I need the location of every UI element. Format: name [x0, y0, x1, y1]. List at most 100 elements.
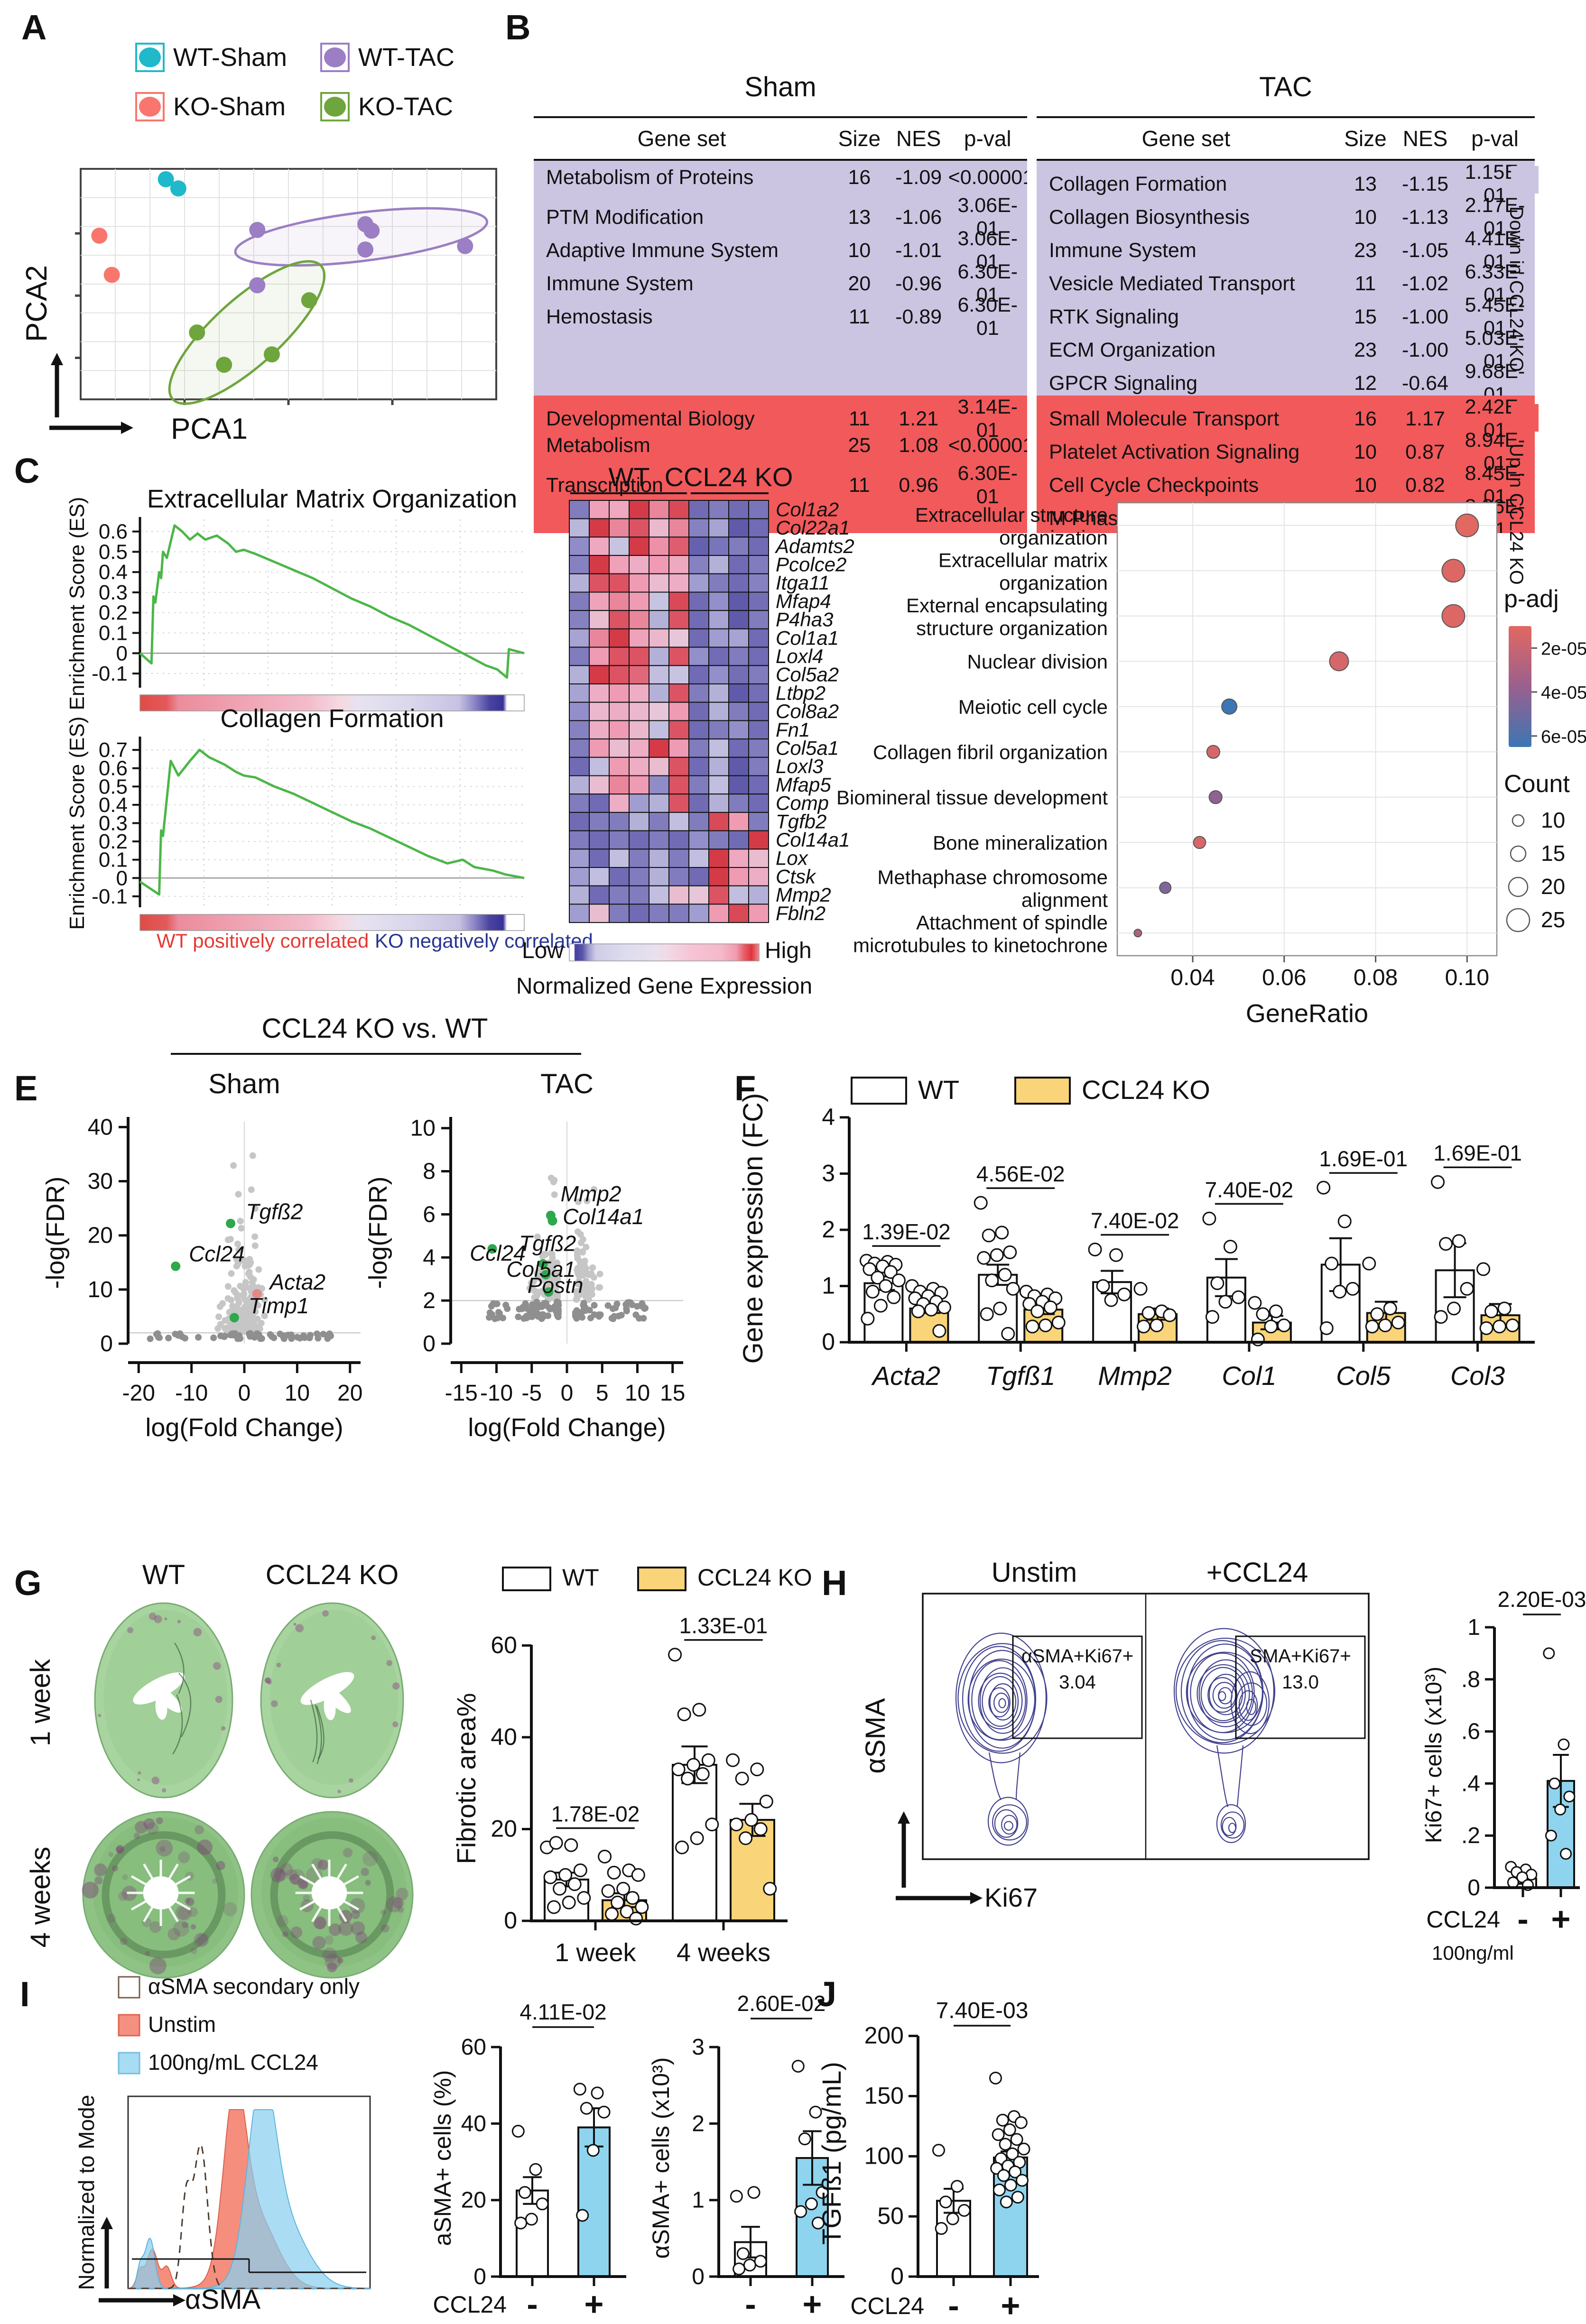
svg-text:Biomineral tissue development: Biomineral tissue development [836, 786, 1108, 809]
svg-text:-: - [948, 2287, 959, 2324]
svg-text:Enrichment Score (ES): Enrichment Score (ES) [65, 717, 89, 930]
svg-text:0.6: 0.6 [99, 757, 128, 780]
svg-text:CCL24 KO vs. WT: CCL24 KO vs. WT [262, 1013, 488, 1044]
table-row: Transcription 11 0.96 6.30E-01 [534, 462, 1027, 508]
svg-text:CCL24: CCL24 [1426, 1906, 1500, 1933]
svg-text:15: 15 [660, 1381, 685, 1406]
svg-text:1: 1 [692, 2188, 705, 2213]
table-cell-value: 11 [849, 305, 870, 328]
svg-text:4: 4 [423, 1245, 436, 1270]
pca-legend-item: KO-Sham [135, 92, 320, 121]
tgfb1-bar-chart: 0 50 100 150 200 - + TGFß1 (pg/mL) 7.40E-03 CCL24… [816, 1998, 1039, 2324]
tac-table-title: TAC [1259, 72, 1312, 102]
svg-text:0: 0 [890, 2263, 904, 2289]
gene-expression-heatmap: WT CCL24 KO Col1a2Col22a1Adamts2Pcolce2Itg… [516, 462, 854, 999]
svg-text:Extracellular matrix: Extracellular matrix [938, 549, 1108, 571]
svg-text:13.0: 13.0 [1282, 1672, 1319, 1693]
svg-text:-: - [1517, 1900, 1528, 1937]
table-row: Vesicle Mediated Transport 11 -1.02 6.33E-0… [1037, 260, 1535, 306]
svg-text:Col1a1: Col1a1 [776, 627, 839, 649]
pca-legend: WT-Sham WT-TAC KO-Sham KO-TAC [135, 43, 505, 121]
svg-text:Mmp2: Mmp2 [1098, 1361, 1172, 1391]
svg-text:30: 30 [88, 1169, 113, 1194]
table-cell-value: -1.09 [895, 166, 942, 189]
sham-table-title: Sham [744, 72, 816, 102]
gsea-plot-ecm-organization: Extracellular Matrix Organization0.60.50… [65, 485, 525, 711]
svg-text:CCL24 KO: CCL24 KO [266, 1559, 399, 1590]
svg-text:10: 10 [285, 1381, 310, 1406]
table-cell-value: 12 [1354, 371, 1377, 395]
table-row: Platelet Activation Signaling 10 0.87 8.94E… [1037, 429, 1535, 475]
svg-text:-log(FDR): -log(FDR) [364, 1177, 392, 1289]
table-cell-value: 13 [848, 205, 871, 229]
svg-text:2: 2 [692, 2111, 705, 2136]
svg-text:WT: WT [142, 1559, 185, 1590]
heart-histology-images: WT CCL24 KO 1 week 4 weeks [25, 1559, 414, 1979]
svg-text:Attachment of spindle: Attachment of spindle [916, 911, 1108, 933]
svg-text:External encapsulating: External encapsulating [906, 594, 1108, 617]
legend-swatch [135, 92, 165, 121]
svg-text:0.5: 0.5 [99, 540, 128, 563]
svg-text:CCL24: CCL24 [850, 2293, 924, 2319]
svg-text:1 week: 1 week [555, 1938, 636, 1967]
table-cell-gene-set: Metabolism [546, 433, 650, 457]
svg-text:0.06: 0.06 [1262, 965, 1306, 990]
svg-text:Postn: Postn [528, 1273, 584, 1298]
svg-text:-5: -5 [521, 1381, 542, 1406]
panel-g-label: G [14, 1563, 42, 1603]
svg-text:-15: -15 [445, 1381, 478, 1406]
table-cell-value: 8.94E-01 [1465, 429, 1525, 475]
svg-text:15: 15 [1541, 841, 1565, 866]
legend-label: KO-Sham [173, 92, 286, 121]
table-cell-gene-set: Adaptive Immune System [546, 239, 779, 262]
svg-text:Comp: Comp [776, 792, 829, 814]
svg-text:Normalized Gene Expression: Normalized Gene Expression [516, 974, 812, 999]
svg-text:1.39E-02: 1.39E-02 [862, 1219, 951, 1244]
svg-text:6e-05: 6e-05 [1541, 727, 1586, 747]
table-cell-gene-set: Immune System [1049, 239, 1196, 262]
legend-swatch [320, 92, 350, 121]
table-cell-value: -0.64 [1401, 371, 1448, 395]
svg-text:Extracellular structure: Extracellular structure [915, 504, 1108, 526]
svg-text:organization: organization [999, 572, 1108, 594]
column-header: NES [896, 126, 941, 151]
svg-text:50: 50 [877, 2203, 904, 2229]
table-row: Small Molecule Transport 16 1.17 2.42E-01 [1037, 396, 1535, 442]
panel-e-label: E [14, 1069, 38, 1108]
svg-text:Normalized to Mode: Normalized to Mode [74, 2095, 99, 2290]
svg-text:0: 0 [238, 1381, 251, 1406]
svg-text:Mmp2: Mmp2 [776, 884, 831, 906]
table-cell-gene-set: Collagen Biosynthesis [1049, 205, 1250, 229]
pca-legend-item: WT-Sham [135, 43, 320, 72]
table-cell-value: -1.05 [1401, 239, 1448, 262]
svg-text:10: 10 [1541, 808, 1565, 832]
svg-text:P4ha3: P4ha3 [776, 609, 833, 631]
svg-text:-0.1: -0.1 [92, 662, 128, 685]
svg-text:2.20E-03: 2.20E-03 [1498, 1587, 1586, 1612]
table-cell-value: 9.68E-01 [1465, 360, 1525, 396]
svg-text:.8: .8 [1461, 1667, 1480, 1692]
svg-text:WT: WT [918, 1075, 959, 1105]
svg-text:0.3: 0.3 [99, 581, 128, 604]
table-cell-value: 1.08 [899, 433, 939, 457]
panel-i-label: I [20, 1974, 30, 2014]
table-cell-value: 1.21 [899, 407, 939, 430]
table-row: Cell Cycle Checkpoints 10 0.82 8.45E-01 [1037, 462, 1535, 508]
svg-text:Nuclear division: Nuclear division [967, 650, 1108, 673]
table-cell-value: 6.30E-01 [957, 260, 1018, 306]
table-cell-gene-set: PTM Modification [546, 205, 704, 229]
svg-text:0: 0 [1467, 1875, 1480, 1900]
table-row: Adaptive Immune System 10 -1.01 3.06E-01 [534, 227, 1027, 273]
svg-text:0: 0 [100, 1331, 113, 1356]
table-cell-value: 0.87 [1405, 440, 1445, 463]
legend-swatch [320, 43, 350, 72]
go-enrichment-dotplot: Extracellular structure organizationExtra… [836, 502, 1586, 1028]
svg-text:40: 40 [461, 2111, 486, 2136]
table-cell-gene-set: Platelet Activation Signaling [1049, 440, 1300, 463]
svg-text:1.78E-02: 1.78E-02 [551, 1801, 640, 1826]
table-cell-gene-set: Hemostasis [546, 305, 653, 328]
table-cell-value: -1.06 [895, 205, 942, 229]
svg-text:4.11E-02: 4.11E-02 [519, 2000, 606, 2024]
table-cell-value: 6.33E-01 [1465, 260, 1525, 306]
